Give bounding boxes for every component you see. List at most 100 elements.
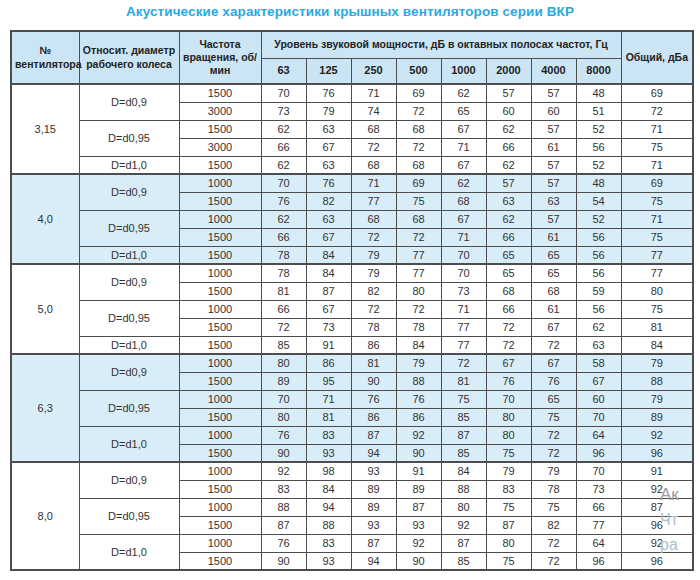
total-cell: 87 <box>621 498 693 516</box>
col-header-band-125: 125 <box>306 58 351 84</box>
value-cell: 48 <box>576 84 621 102</box>
diameter-cell: D=d0,95 <box>79 390 179 426</box>
col-header-band-4000: 4000 <box>531 58 576 84</box>
value-cell: 61 <box>531 138 576 156</box>
value-cell: 93 <box>306 444 351 462</box>
value-cell: 92 <box>441 516 486 534</box>
speed-cell: 1000 <box>179 174 261 192</box>
value-cell: 77 <box>396 246 441 264</box>
value-cell: 75 <box>486 552 531 570</box>
value-cell: 80 <box>441 498 486 516</box>
value-cell: 90 <box>396 444 441 462</box>
value-cell: 73 <box>576 480 621 498</box>
table-row: D=d1,01500788479777065655677 <box>11 246 693 264</box>
value-cell: 72 <box>531 444 576 462</box>
value-cell: 57 <box>486 174 531 192</box>
value-cell: 66 <box>576 498 621 516</box>
value-cell: 62 <box>486 210 531 228</box>
value-cell: 84 <box>306 246 351 264</box>
value-cell: 66 <box>261 228 306 246</box>
col-header-total: Общий, дБа <box>621 31 693 84</box>
total-cell: 69 <box>621 84 693 102</box>
value-cell: 60 <box>486 102 531 120</box>
value-cell: 68 <box>351 120 396 138</box>
value-cell: 85 <box>441 444 486 462</box>
value-cell: 81 <box>441 372 486 390</box>
value-cell: 80 <box>486 534 531 552</box>
value-cell: 80 <box>261 354 306 372</box>
value-cell: 65 <box>531 390 576 408</box>
col-header-diameter: Относит. диаметр рабочего колеса <box>79 31 179 84</box>
value-cell: 70 <box>261 174 306 192</box>
table-row: D=d0,951000666772727166615675 <box>11 300 693 318</box>
value-cell: 77 <box>441 318 486 336</box>
value-cell: 65 <box>486 246 531 264</box>
value-cell: 63 <box>306 120 351 138</box>
value-cell: 72 <box>396 102 441 120</box>
speed-cell: 1500 <box>179 444 261 462</box>
value-cell: 65 <box>531 264 576 282</box>
value-cell: 78 <box>261 264 306 282</box>
speed-cell: 1500 <box>179 246 261 264</box>
value-cell: 93 <box>306 552 351 570</box>
value-cell: 68 <box>396 210 441 228</box>
total-cell: 77 <box>621 246 693 264</box>
value-cell: 69 <box>396 174 441 192</box>
value-cell: 76 <box>351 390 396 408</box>
value-cell: 52 <box>576 156 621 174</box>
table-row: D=d1,01500626368686762575271 <box>11 156 693 174</box>
total-cell: 81 <box>621 318 693 336</box>
col-header-speed: Частота вращения, об/мин <box>179 31 261 84</box>
value-cell: 60 <box>576 390 621 408</box>
value-cell: 87 <box>396 498 441 516</box>
value-cell: 94 <box>351 444 396 462</box>
value-cell: 83 <box>306 534 351 552</box>
value-cell: 79 <box>351 264 396 282</box>
value-cell: 78 <box>351 318 396 336</box>
table-row: D=d0,951500626368686762575271 <box>11 120 693 138</box>
value-cell: 76 <box>396 390 441 408</box>
value-cell: 84 <box>306 480 351 498</box>
speed-cell: 1000 <box>179 354 261 372</box>
value-cell: 85 <box>261 336 306 354</box>
value-cell: 84 <box>396 336 441 354</box>
value-cell: 96 <box>576 552 621 570</box>
total-cell: 96 <box>621 444 693 462</box>
col-header-octave-group: Уровень звуковой мощности, дБ в октавных… <box>261 31 621 58</box>
diameter-cell: D=d1,0 <box>79 156 179 174</box>
col-header-band-250: 250 <box>351 58 396 84</box>
fan-number-cell: 3,15 <box>11 84 79 174</box>
value-cell: 84 <box>306 264 351 282</box>
value-cell: 86 <box>396 408 441 426</box>
total-cell: 69 <box>621 174 693 192</box>
value-cell: 67 <box>306 300 351 318</box>
value-cell: 86 <box>306 354 351 372</box>
diameter-cell: D=d0,9 <box>79 84 179 120</box>
value-cell: 77 <box>396 264 441 282</box>
value-cell: 90 <box>351 372 396 390</box>
value-cell: 73 <box>306 318 351 336</box>
table-row: 4,0D=d0,91000707671696257574869 <box>11 174 693 192</box>
speed-cell: 1500 <box>179 228 261 246</box>
speed-cell: 1500 <box>179 516 261 534</box>
col-header-band-1000: 1000 <box>441 58 486 84</box>
value-cell: 82 <box>531 516 576 534</box>
value-cell: 79 <box>486 462 531 480</box>
value-cell: 82 <box>351 282 396 300</box>
value-cell: 93 <box>351 516 396 534</box>
speed-cell: 1000 <box>179 462 261 480</box>
value-cell: 63 <box>486 192 531 210</box>
value-cell: 70 <box>576 408 621 426</box>
value-cell: 65 <box>486 264 531 282</box>
value-cell: 80 <box>396 282 441 300</box>
diameter-cell: D=d0,95 <box>79 120 179 156</box>
value-cell: 75 <box>531 408 576 426</box>
value-cell: 70 <box>576 462 621 480</box>
value-cell: 87 <box>441 534 486 552</box>
value-cell: 86 <box>351 408 396 426</box>
speed-cell: 1500 <box>179 372 261 390</box>
value-cell: 76 <box>306 174 351 192</box>
value-cell: 63 <box>306 156 351 174</box>
value-cell: 77 <box>351 192 396 210</box>
value-cell: 79 <box>306 102 351 120</box>
